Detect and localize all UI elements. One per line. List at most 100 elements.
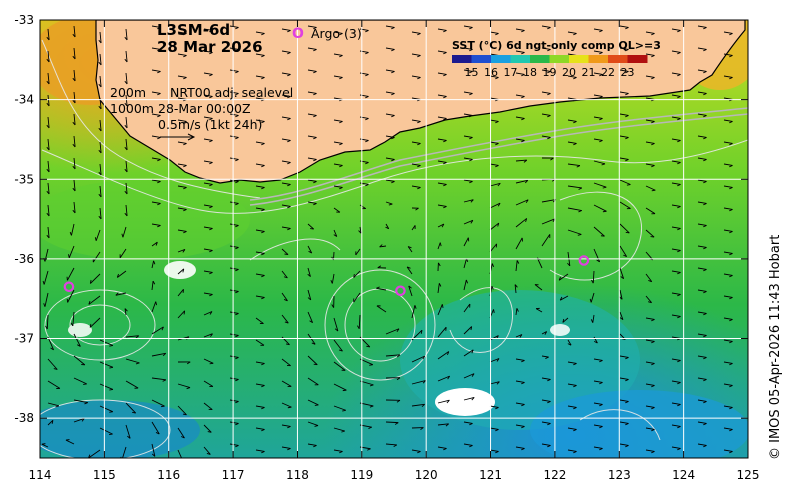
current-vector xyxy=(489,75,499,78)
current-vector-head xyxy=(153,260,156,265)
current-vector xyxy=(203,446,211,455)
current-vector xyxy=(541,25,551,28)
current-vector xyxy=(115,292,127,296)
argo-float-marker[interactable] xyxy=(578,255,590,266)
current-vector-head xyxy=(729,187,733,190)
current-vector-head xyxy=(287,184,291,187)
current-vector-head xyxy=(677,228,681,231)
current-vector-head xyxy=(46,80,50,85)
current-vector xyxy=(593,182,607,188)
current-vector-head xyxy=(157,225,161,228)
current-vector xyxy=(281,204,291,207)
current-vector xyxy=(151,326,164,335)
current-vector xyxy=(151,241,158,247)
current-vector-head xyxy=(729,297,733,300)
current-vector-head xyxy=(589,298,592,303)
current-vector xyxy=(559,295,569,301)
current-vector xyxy=(619,113,629,116)
current-vector-head xyxy=(235,291,239,294)
argo-float-marker[interactable] xyxy=(63,281,75,293)
current-vector xyxy=(125,402,137,414)
current-vector-head xyxy=(183,143,187,146)
current-vector-head xyxy=(495,407,499,410)
current-vector-head xyxy=(287,140,291,143)
current-vector xyxy=(385,328,400,335)
current-vector-head xyxy=(89,323,92,328)
current-vector-head xyxy=(599,448,603,451)
argo-legend-label: Argo (3) xyxy=(311,26,362,41)
map-area[interactable] xyxy=(20,10,760,470)
current-vector-head xyxy=(157,203,161,206)
current-vector-head xyxy=(50,347,54,351)
argo-float-marker[interactable] xyxy=(395,285,406,297)
current-vector xyxy=(281,314,289,324)
current-vector-head xyxy=(235,225,239,228)
current-vector xyxy=(567,383,577,386)
current-vector-head xyxy=(182,249,186,253)
current-vector-head xyxy=(445,423,449,427)
current-vector xyxy=(47,28,50,41)
current-vector xyxy=(515,402,525,405)
current-vector-head xyxy=(309,320,313,324)
current-vector-head xyxy=(729,165,733,168)
current-vector-head xyxy=(46,190,50,195)
x-tick-label: 121 xyxy=(479,468,502,482)
current-vector xyxy=(567,449,577,452)
current-vector xyxy=(619,443,629,446)
current-vector-head xyxy=(391,71,395,74)
current-vector-head xyxy=(53,368,58,370)
cloud-gap xyxy=(164,261,196,279)
current-vector-head xyxy=(438,283,442,287)
current-vector-head xyxy=(524,180,529,184)
colorbar-swatch xyxy=(549,55,570,63)
current-vector xyxy=(406,266,413,275)
current-vector-head xyxy=(547,49,551,52)
current-vector-head xyxy=(651,55,655,58)
current-vector-head xyxy=(446,399,450,404)
current-vector xyxy=(619,25,629,28)
current-vector xyxy=(697,289,707,292)
current-vector-head xyxy=(396,354,401,358)
current-vector xyxy=(567,163,581,167)
current-vector xyxy=(671,424,681,427)
current-vector xyxy=(177,119,187,122)
colorbar-tick-label: 19 xyxy=(543,66,557,79)
current-vector-head xyxy=(379,244,383,248)
current-vector xyxy=(73,179,76,192)
y-tick-label: -35 xyxy=(14,172,34,186)
current-vector xyxy=(125,28,128,41)
current-vector xyxy=(645,119,655,122)
current-vector xyxy=(99,53,102,66)
mid-temp-band xyxy=(40,180,250,260)
current-vector xyxy=(619,91,629,94)
current-vector xyxy=(255,229,265,232)
current-vector xyxy=(619,355,629,358)
current-vector-head xyxy=(521,140,525,143)
current-vector-head xyxy=(469,71,473,74)
current-vector xyxy=(151,135,161,138)
current-vector-head xyxy=(625,49,629,52)
current-vector xyxy=(307,245,313,254)
current-vector-head xyxy=(235,203,239,206)
current-vector xyxy=(619,135,629,138)
current-vector xyxy=(255,163,265,166)
current-vector xyxy=(281,248,289,255)
current-vector-head xyxy=(521,30,525,33)
current-vector-head xyxy=(261,143,265,146)
current-vector-head xyxy=(469,115,473,118)
current-vector xyxy=(307,113,317,116)
current-vector-head xyxy=(261,407,265,410)
current-vector xyxy=(697,223,707,226)
current-vector xyxy=(463,69,473,72)
current-vector-head xyxy=(417,187,421,190)
current-vector-head xyxy=(261,187,265,190)
current-vector-head xyxy=(261,55,265,58)
current-vector xyxy=(437,50,447,53)
current-vector xyxy=(307,443,317,446)
current-vector-head xyxy=(441,304,444,308)
current-vector xyxy=(671,94,681,97)
current-vector-head xyxy=(417,55,421,58)
current-vector-head xyxy=(365,30,369,33)
current-vector-head xyxy=(703,247,707,250)
current-vector xyxy=(203,402,213,410)
